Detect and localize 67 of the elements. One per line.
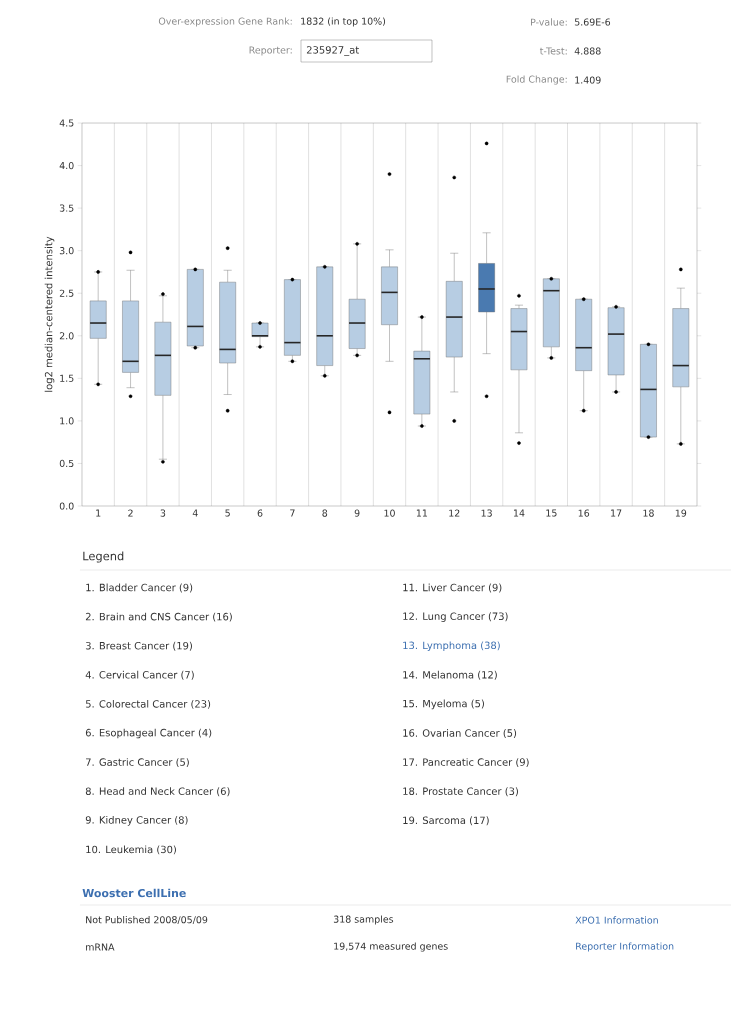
text: 12. Lung Cancer (73): [403, 612, 508, 622]
x-tick-label: 7: [290, 509, 295, 517]
x-tick-label: 14: [514, 509, 525, 517]
text: 1. Bladder Cancer (9): [86, 583, 193, 593]
text: Legend: [83, 551, 124, 563]
text: 2. Brain and CNS Cancer (16): [85, 612, 232, 622]
x-tick-label: 4: [192, 509, 198, 517]
text: 4. Cervical Cancer (7): [85, 670, 194, 680]
text: 9. Kidney Cancer (8): [85, 815, 188, 826]
text: 4.888: [574, 47, 601, 55]
text: 5.69E-6: [574, 18, 611, 26]
text: 17. Pancreatic Cancer (9): [403, 758, 529, 768]
text: 5. Colorectal Cancer (23): [85, 699, 211, 709]
x-tick-label: 5: [225, 509, 230, 517]
x-tick-label: 12: [449, 509, 460, 517]
text: 8. Head and Neck Cancer (6): [85, 787, 230, 797]
x-tick-label: 17: [611, 509, 622, 517]
y-tick-label: 3.0: [59, 247, 74, 255]
text: t-Test:: [539, 47, 567, 55]
x-tick-label: 6: [257, 509, 263, 517]
text: P-value:: [531, 18, 567, 26]
x-tick-label: 1: [96, 509, 101, 517]
y-tick-label: 4.0: [59, 161, 74, 170]
text: 13. Lymphoma (38): [403, 641, 500, 652]
y-tick-label: 1.5: [60, 374, 74, 382]
x-tick-label: 2: [128, 509, 133, 517]
text: 6. Esophageal Cancer (4): [85, 728, 212, 739]
text: 235927_at: [306, 46, 359, 56]
text: 11. Liver Cancer (9): [403, 583, 502, 593]
x-tick-label: 13: [481, 509, 492, 517]
text: 14. Melanoma (12): [403, 670, 497, 680]
text: Reporter Information: [576, 942, 674, 952]
y-tick-label: 0.0: [59, 502, 74, 510]
text: 1832 (in top 10%): [301, 17, 386, 27]
x-tick-label: 8: [322, 509, 328, 517]
x-tick-label: 18: [643, 509, 654, 517]
text: 7. Gastric Cancer (5): [86, 758, 189, 768]
x-tick-label: 19: [675, 509, 687, 517]
x-tick-label: 3: [160, 509, 166, 517]
text: 3. Breast Cancer (19): [85, 641, 192, 651]
text: 10. Leukemia (30): [86, 845, 176, 855]
text: 16. Ovarian Cancer (5): [403, 729, 517, 738]
y-axis-title: log2 median-centered intensity: [44, 236, 55, 392]
x-tick-label: 11: [416, 509, 428, 517]
text: Fold Change:: [506, 75, 567, 85]
x-tick-label: 16: [578, 509, 590, 517]
x-tick-label: 15: [546, 509, 557, 517]
y-tick-label: 1.0: [60, 417, 74, 425]
text: Wooster CellLine: [82, 888, 186, 898]
text: Over-expression Gene Rank:: [158, 17, 292, 27]
text: mRNA: [86, 943, 115, 951]
x-tick-label: 9: [354, 509, 360, 517]
y-tick-label: 0.5: [59, 459, 74, 468]
text: 1.409: [575, 76, 601, 84]
text: 15. Myeloma (5): [403, 699, 484, 710]
text: 19,574 measured genes: [334, 942, 448, 952]
x-tick-label: 10: [384, 509, 395, 517]
text: Reporter:: [249, 46, 292, 56]
y-tick-label: 2.5: [59, 289, 74, 297]
y-tick-label: 3.5: [59, 204, 74, 212]
y-tick-label: 2.0: [59, 332, 74, 340]
text: Not Published 2008/05/09: [86, 915, 208, 925]
text: XPO1 Information: [575, 916, 658, 924]
y-tick-label: 4.5: [59, 119, 74, 127]
text: 18. Prostate Cancer (3): [403, 787, 518, 797]
text: 19. Sarcoma (17): [403, 816, 489, 826]
text: 318 samples: [333, 915, 394, 925]
